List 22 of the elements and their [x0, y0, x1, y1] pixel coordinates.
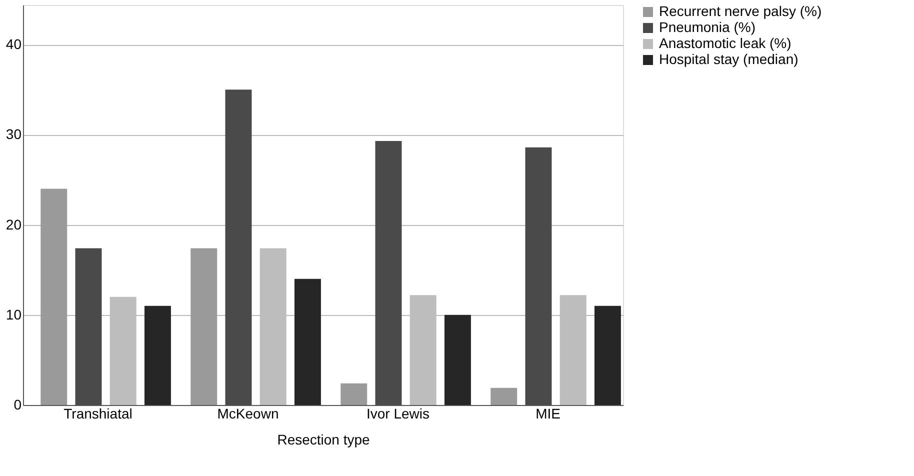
x-tick-label: Transhiatal: [64, 406, 132, 422]
legend-label: Anastomotic leak (%): [659, 35, 792, 51]
bar: [144, 306, 171, 405]
y-tick-label: 0: [14, 396, 22, 412]
bar: [490, 388, 518, 405]
legend-label: Pneumonia (%): [659, 19, 756, 35]
legend-label: Recurrent nerve palsy (%): [659, 3, 822, 19]
bar: [340, 383, 368, 405]
y-tick-label: 20: [6, 216, 22, 232]
bar: [594, 306, 621, 405]
y-tick-label: 10: [6, 306, 22, 322]
bar: [40, 188, 68, 405]
x-tick-label: McKeown: [217, 406, 279, 422]
x-tick-label: MIE: [536, 406, 560, 422]
x-axis-title: Resection type: [277, 432, 370, 448]
bar: [294, 278, 321, 405]
legend-label: Hospital stay (median): [659, 51, 798, 67]
x-tick-label: Ivor Lewis: [366, 406, 430, 422]
bar: [190, 248, 218, 405]
y-tick-label: 30: [6, 126, 22, 142]
y-tick-label: 40: [6, 36, 22, 52]
bar: [444, 314, 471, 405]
